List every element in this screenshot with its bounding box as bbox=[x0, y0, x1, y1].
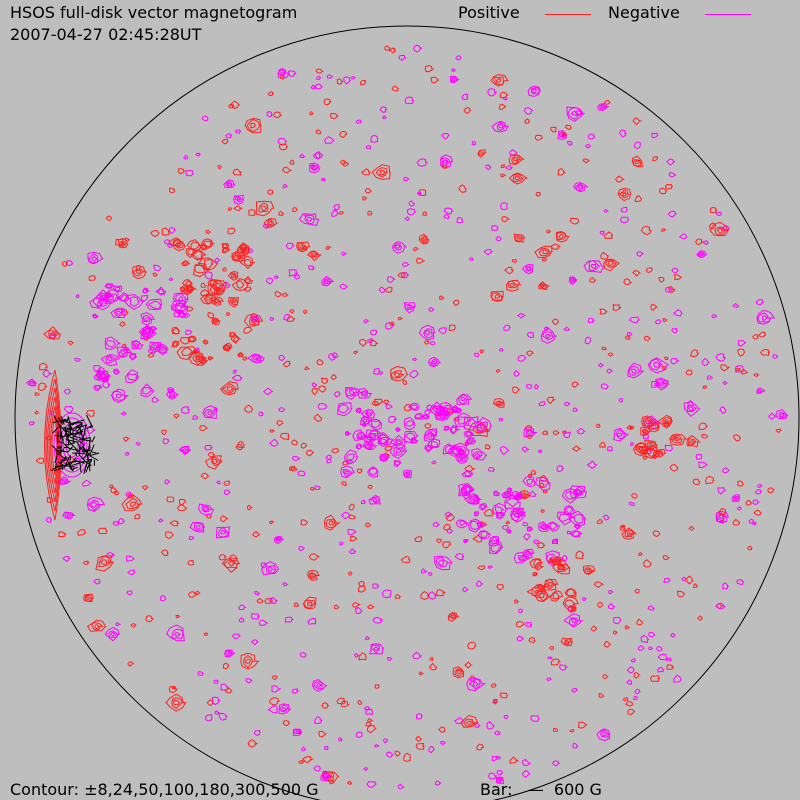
contour-layer bbox=[25, 44, 789, 790]
magnetogram-title: HSOS full-disk vector magnetogram bbox=[10, 3, 298, 22]
scale-bar-text: Bar: — 600 G bbox=[480, 780, 602, 799]
legend-positive-label: Positive bbox=[458, 3, 520, 22]
legend-positive-line bbox=[545, 14, 591, 15]
transverse-field-layer bbox=[50, 414, 100, 474]
legend-negative-line bbox=[705, 14, 751, 15]
solar-limb bbox=[14, 25, 800, 800]
legend-negative-label: Negative bbox=[608, 3, 680, 22]
contour-levels-text: Contour: ±8,24,50,100,180,300,500 G bbox=[10, 780, 319, 799]
observation-datetime: 2007-04-27 02:45:28UT bbox=[10, 25, 202, 44]
